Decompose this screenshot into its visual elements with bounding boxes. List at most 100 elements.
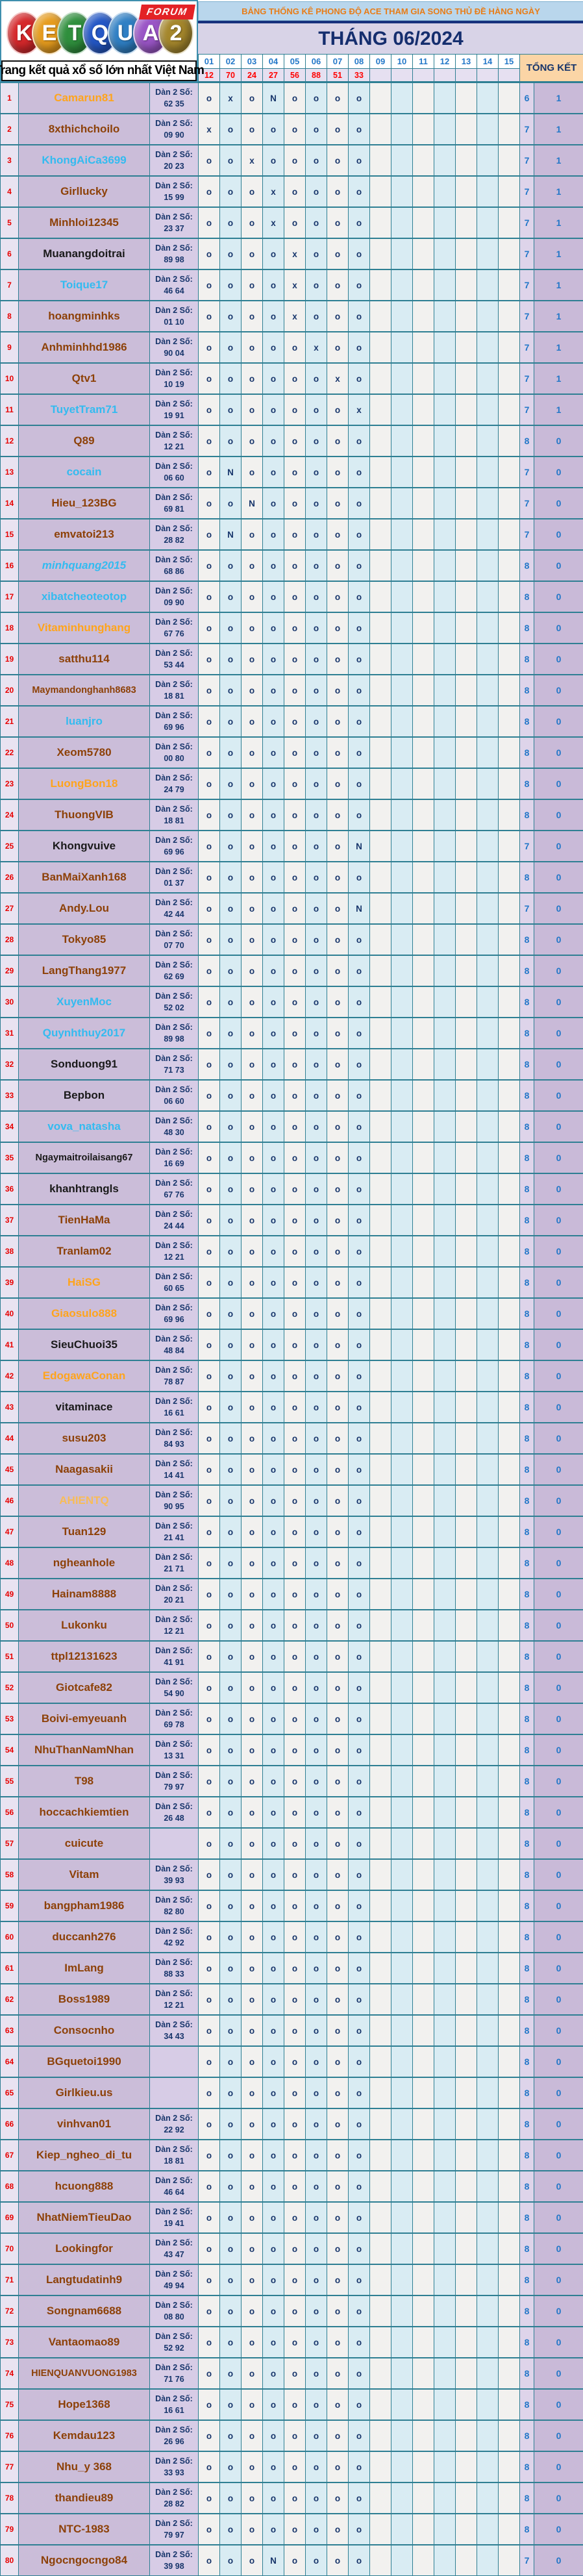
- username-link[interactable]: khanhtrangls: [19, 1174, 149, 1204]
- username-link[interactable]: Quynhthuy2017: [19, 1018, 149, 1048]
- username-link[interactable]: Boss1989: [19, 1984, 149, 2014]
- username-link[interactable]: Hope1368: [19, 2390, 149, 2420]
- day-mark-cell: o: [306, 1081, 327, 1110]
- username-link[interactable]: KhongAiCa3699: [19, 145, 149, 175]
- username-link[interactable]: Ngocngocngo84: [19, 2545, 149, 2575]
- day-mark-cell: o: [284, 1081, 305, 1110]
- username-link[interactable]: Q89: [19, 426, 149, 456]
- row-index-cell: 12: [1, 426, 18, 456]
- username-link[interactable]: Vitam: [19, 1860, 149, 1890]
- username-link[interactable]: NhuThanNamNhan: [19, 1735, 149, 1765]
- username-link[interactable]: duccanh276: [19, 1922, 149, 1952]
- username-link[interactable]: emvatoi213: [19, 519, 149, 549]
- username-link[interactable]: LuongBon18: [19, 769, 149, 799]
- username-link[interactable]: Lookingfor: [19, 2234, 149, 2264]
- day-mark-cell: o: [242, 675, 262, 705]
- username-link[interactable]: Consocnho: [19, 2016, 149, 2045]
- username-link[interactable]: satthu114: [19, 644, 149, 674]
- day-mark-cell: [456, 332, 477, 362]
- username-link[interactable]: Hainam8888: [19, 1579, 149, 1609]
- username-link[interactable]: Boivi-emyeuanh: [19, 1704, 149, 1734]
- username-link[interactable]: Toique17: [19, 270, 149, 300]
- username-link[interactable]: ThuongVIB: [19, 800, 149, 830]
- username-link[interactable]: Tuan129: [19, 1517, 149, 1547]
- username-link[interactable]: Ngaymaitroilaisang67: [19, 1143, 149, 1173]
- username-link[interactable]: Kiep_ngheo_di_tu: [19, 2140, 149, 2170]
- total-o-cell: 8: [520, 2171, 534, 2201]
- username-link[interactable]: Khongvuive: [19, 831, 149, 861]
- username-link[interactable]: Minhloi12345: [19, 208, 149, 238]
- day-mark-cell: o: [263, 675, 284, 705]
- username-link[interactable]: Xeom5780: [19, 738, 149, 768]
- day-mark-cell: [456, 1205, 477, 1235]
- day-mark-cell: o: [220, 2078, 241, 2108]
- username-link[interactable]: hoangminhks: [19, 301, 149, 331]
- username-link[interactable]: Anhminhhd1986: [19, 332, 149, 362]
- username-link[interactable]: XuyenMoc: [19, 987, 149, 1017]
- username-link[interactable]: HIENQUANVUONG1983: [19, 2358, 149, 2388]
- day-mark-cell: o: [284, 1860, 305, 1890]
- username-link[interactable]: Camarun81: [19, 83, 149, 113]
- username-link[interactable]: Vitaminhunghang: [19, 613, 149, 643]
- username-link[interactable]: vinhvan01: [19, 2109, 149, 2139]
- total-o-cell: 8: [520, 862, 534, 892]
- username-link[interactable]: Hieu_123BG: [19, 488, 149, 518]
- username-link[interactable]: AHIENTQ: [19, 1486, 149, 1516]
- username-link[interactable]: NhatNiemTieuDao: [19, 2203, 149, 2232]
- username-link[interactable]: Sonduong91: [19, 1049, 149, 1079]
- username-link[interactable]: BanMaiXanh168: [19, 862, 149, 892]
- row-index-cell: 32: [1, 1049, 18, 1079]
- username-link[interactable]: ImLang: [19, 1953, 149, 1983]
- username-link[interactable]: xibatcheoteotop: [19, 582, 149, 612]
- dan-label: Dàn 2 Số:: [155, 648, 193, 658]
- username-link[interactable]: Kemdau123: [19, 2421, 149, 2451]
- day-mark-cell: o: [349, 2140, 369, 2170]
- username-link[interactable]: NTC-1983: [19, 2514, 149, 2544]
- username-link[interactable]: cocain: [19, 457, 149, 487]
- username-link[interactable]: cuicute: [19, 1829, 149, 1858]
- username-link[interactable]: bangpham1986: [19, 1891, 149, 1921]
- day-mark-cell: [391, 956, 412, 986]
- username-link[interactable]: hoccachkiemtien: [19, 1797, 149, 1827]
- username-link[interactable]: Lukonku: [19, 1610, 149, 1640]
- username-link[interactable]: Qtv1: [19, 364, 149, 394]
- row-index-cell: 37: [1, 1205, 18, 1235]
- username-link[interactable]: ttpl12131623: [19, 1642, 149, 1671]
- username-link[interactable]: Tranlam02: [19, 1236, 149, 1266]
- username-link[interactable]: Songnam6688: [19, 2296, 149, 2326]
- username-link[interactable]: SieuChuoi35: [19, 1330, 149, 1360]
- day-mark-cell: [456, 1704, 477, 1734]
- username-link[interactable]: TuyetTram71: [19, 395, 149, 425]
- username-link[interactable]: susu203: [19, 1423, 149, 1453]
- username-link[interactable]: Naagasakii: [19, 1455, 149, 1484]
- username-link[interactable]: Girllucky: [19, 177, 149, 206]
- row-index-cell: 49: [1, 1579, 18, 1609]
- username-link[interactable]: Bepbon: [19, 1081, 149, 1110]
- username-link[interactable]: Andy.Lou: [19, 894, 149, 923]
- username-link[interactable]: Tokyo85: [19, 925, 149, 955]
- username-link[interactable]: Giotcafe82: [19, 1673, 149, 1703]
- username-link[interactable]: thandieu89: [19, 2483, 149, 2513]
- username-link[interactable]: vova_natasha: [19, 1112, 149, 1142]
- username-link[interactable]: Muanangdoitrai: [19, 239, 149, 269]
- username-link[interactable]: luanjro: [19, 707, 149, 736]
- username-link[interactable]: Vantaomao89: [19, 2327, 149, 2357]
- username-link[interactable]: minhquang2015: [19, 551, 149, 581]
- username-link[interactable]: BGquetoi1990: [19, 2047, 149, 2077]
- username-link[interactable]: TienHaMa: [19, 1205, 149, 1235]
- username-link[interactable]: 8xthichchoilo: [19, 114, 149, 144]
- username-link[interactable]: Girlkieu.us: [19, 2078, 149, 2108]
- day-mark-cell: [391, 1268, 412, 1297]
- username-link[interactable]: Maymandonghanh8683: [19, 675, 149, 705]
- username-link[interactable]: LangThang1977: [19, 956, 149, 986]
- username-link[interactable]: ngheanhole: [19, 1548, 149, 1578]
- username-link[interactable]: HaiSG: [19, 1268, 149, 1297]
- username-link[interactable]: Nhu_y 368: [19, 2452, 149, 2482]
- day-mark-cell: [370, 114, 391, 144]
- username-link[interactable]: T98: [19, 1766, 149, 1796]
- username-link[interactable]: Langtudatinh9: [19, 2265, 149, 2295]
- username-link[interactable]: vitaminace: [19, 1392, 149, 1422]
- username-link[interactable]: EdogawaConan: [19, 1361, 149, 1391]
- username-link[interactable]: Giaosulo888: [19, 1299, 149, 1329]
- username-link[interactable]: hcuong888: [19, 2171, 149, 2201]
